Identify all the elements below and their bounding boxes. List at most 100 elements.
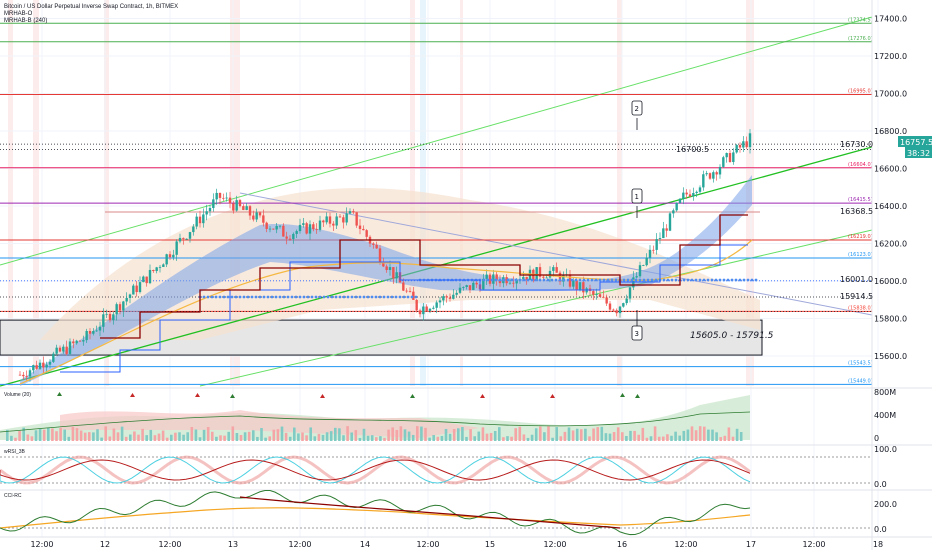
dot-marker bbox=[686, 278, 690, 282]
candle-body bbox=[732, 152, 735, 163]
dot-marker bbox=[310, 295, 314, 299]
price-tick-6: 16200.0 bbox=[874, 240, 907, 249]
wrsi-line-dark bbox=[0, 459, 751, 481]
dot-marker bbox=[522, 278, 526, 282]
candle-body bbox=[382, 261, 385, 267]
volume-bar bbox=[112, 428, 116, 441]
dot-marker bbox=[570, 278, 574, 282]
candle-body bbox=[402, 282, 405, 291]
candle-body bbox=[92, 331, 95, 334]
dot-marker bbox=[654, 278, 658, 282]
volume-bar bbox=[325, 432, 329, 441]
candle-body bbox=[205, 211, 208, 215]
candle-body bbox=[432, 307, 435, 309]
candle-body bbox=[492, 274, 495, 284]
time-tick-12: 12:00 bbox=[802, 540, 825, 549]
last-price-badge bbox=[898, 136, 932, 147]
candle-body bbox=[245, 206, 248, 210]
label-16001: 16001.0 bbox=[840, 275, 874, 284]
cci-tick-1: 0.0 bbox=[874, 525, 887, 534]
candle-body bbox=[115, 304, 118, 315]
volume-bar bbox=[34, 430, 38, 441]
volume-bar bbox=[116, 432, 120, 441]
volume-bar bbox=[165, 437, 169, 441]
candle-body bbox=[282, 225, 285, 237]
volume-bar bbox=[625, 435, 628, 441]
candle-body bbox=[728, 153, 732, 163]
volume-bar bbox=[580, 429, 583, 441]
volume-bar bbox=[38, 428, 42, 441]
candle-body bbox=[408, 291, 412, 292]
candle-body bbox=[342, 217, 345, 223]
dot-marker bbox=[702, 278, 706, 282]
dot-marker bbox=[306, 295, 310, 299]
candle-body bbox=[125, 297, 128, 302]
dot-marker bbox=[370, 295, 374, 299]
candle-body bbox=[412, 291, 415, 300]
candle-body bbox=[25, 376, 28, 378]
time-tick-5: 14 bbox=[360, 540, 370, 549]
price-tick-7: 16000.0 bbox=[874, 277, 907, 286]
volume-bar bbox=[313, 436, 317, 441]
volume-bar bbox=[670, 435, 673, 441]
dot-marker bbox=[746, 278, 750, 282]
volume-bar bbox=[194, 429, 198, 441]
volume-bar bbox=[18, 431, 21, 441]
dot-marker bbox=[602, 278, 606, 282]
candle-body bbox=[238, 200, 242, 207]
volume-bar bbox=[243, 432, 247, 441]
candle-body bbox=[52, 353, 55, 362]
volume-bar bbox=[211, 431, 214, 441]
volume-bar bbox=[190, 427, 194, 441]
candle-body bbox=[678, 198, 682, 203]
dot-marker bbox=[566, 278, 570, 282]
volume-bar bbox=[338, 428, 341, 441]
volume-bar bbox=[555, 427, 558, 441]
volume-bar bbox=[350, 432, 353, 441]
candle-body bbox=[605, 297, 608, 304]
candle-body bbox=[265, 222, 268, 229]
volume-bar bbox=[571, 430, 575, 441]
candle-body bbox=[275, 225, 278, 230]
volume-bar bbox=[526, 437, 530, 441]
volume-bar bbox=[67, 436, 71, 441]
dot-marker bbox=[342, 295, 346, 299]
dot-marker bbox=[226, 295, 230, 299]
candle-body bbox=[702, 174, 705, 188]
candle-body bbox=[55, 347, 58, 354]
dot-marker bbox=[338, 295, 342, 299]
candle-body bbox=[102, 314, 105, 327]
level-label-0: (17374.5) bbox=[848, 17, 873, 23]
volume-bar bbox=[649, 436, 653, 441]
volume-bar bbox=[235, 432, 239, 441]
volume-bar bbox=[59, 427, 62, 441]
candle-body bbox=[178, 237, 182, 242]
volume-signal-1 bbox=[130, 393, 135, 397]
dot-marker bbox=[674, 278, 678, 282]
indicator-label-2: MRHAB-B (240) bbox=[4, 18, 48, 24]
volume-signal-2 bbox=[195, 393, 200, 397]
candle-body bbox=[82, 340, 85, 342]
price-tick-1: 17200.0 bbox=[874, 52, 907, 61]
candle-body bbox=[622, 303, 625, 307]
volume-bar bbox=[334, 427, 337, 441]
volume-bar bbox=[375, 437, 378, 441]
volume-tick-0: 800M bbox=[874, 388, 896, 397]
candle-body bbox=[312, 224, 315, 230]
candle-body bbox=[692, 193, 695, 197]
dot-marker bbox=[666, 278, 670, 282]
volume-bar bbox=[539, 426, 542, 441]
dot-marker bbox=[378, 295, 382, 299]
callout-2-label: 2 bbox=[635, 105, 639, 113]
volume-bar bbox=[715, 432, 718, 441]
candle-body bbox=[555, 267, 558, 273]
volume-bar bbox=[735, 428, 739, 441]
dot-marker bbox=[390, 295, 394, 299]
volume-bar bbox=[227, 431, 230, 441]
candle-body bbox=[712, 172, 715, 179]
dot-marker bbox=[578, 278, 582, 282]
last-price-label: 16757.5 bbox=[900, 138, 932, 147]
volume-bar bbox=[120, 426, 124, 441]
candle-body bbox=[202, 214, 205, 224]
candle-body bbox=[445, 296, 448, 298]
